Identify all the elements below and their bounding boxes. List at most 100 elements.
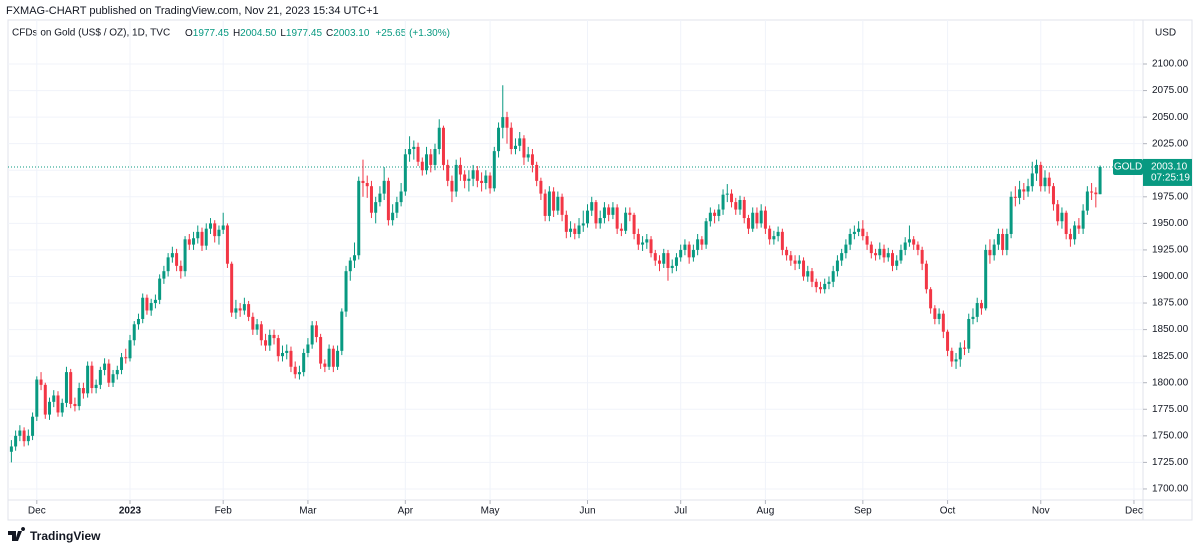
candle-body [446, 164, 450, 181]
candle-body [564, 214, 568, 232]
candle-body [844, 244, 848, 254]
legend-key: L [280, 28, 286, 39]
legend-key: O [185, 28, 193, 39]
candle-body [336, 350, 340, 367]
candle-body [158, 278, 162, 300]
x-tick-label: Jul [674, 506, 687, 517]
candle-body [408, 148, 412, 155]
candle-body [1060, 212, 1064, 222]
candle-body [136, 318, 140, 325]
candle-body [196, 231, 200, 239]
candle-body [310, 325, 314, 345]
legend-change: +25.65 (+1.30%) [375, 28, 450, 39]
candle-body [463, 174, 467, 181]
candle-body [471, 170, 475, 179]
legend-key: H [233, 28, 240, 39]
price-tag-box [1143, 158, 1192, 186]
candle-body [687, 244, 691, 258]
candle-body [988, 249, 992, 256]
candle-body [903, 242, 907, 250]
candle-body [785, 249, 789, 256]
candle-body [526, 154, 530, 158]
candle-body [899, 249, 903, 261]
candle-body [98, 369, 102, 385]
y-tick-label: 1750.00 [1152, 430, 1189, 441]
candle-body [484, 175, 488, 183]
candle-body [217, 229, 221, 237]
candle-body [412, 146, 416, 149]
candle-body [848, 233, 852, 245]
candle-body [475, 170, 479, 181]
candle-body [391, 212, 395, 221]
candle-body [569, 228, 573, 232]
candle-body [1030, 173, 1034, 187]
candle-body [399, 191, 403, 203]
candle-body [433, 148, 437, 165]
candle-body [611, 207, 615, 215]
candle-body [916, 244, 920, 250]
candle-body [950, 350, 954, 362]
candle-body [454, 164, 458, 192]
candle-body [175, 253, 179, 266]
y-tick-label: 1950.00 [1152, 218, 1189, 229]
tradingview-logo [8, 527, 26, 541]
candle-body [327, 348, 331, 367]
candle-body [746, 218, 750, 229]
candle-body [170, 253, 174, 258]
candle-body [124, 357, 128, 359]
candle-body [518, 138, 522, 146]
candle-body [149, 303, 153, 311]
x-tick-label: Sep [854, 506, 872, 517]
candle-body [94, 384, 98, 389]
candle-body [619, 228, 623, 231]
candle-body [378, 193, 382, 203]
candle-body [700, 239, 704, 245]
candle-body [179, 265, 183, 272]
candle-body [869, 244, 873, 254]
candle-body [145, 297, 149, 311]
candle-body [971, 316, 975, 319]
candle-body [69, 372, 73, 404]
candle-body [725, 193, 729, 195]
candle-body [18, 430, 22, 436]
candle-body [1047, 177, 1051, 187]
candle-body [645, 239, 649, 243]
candle-body [797, 260, 801, 264]
candle-body [73, 403, 77, 407]
x-tick-label: Aug [757, 506, 775, 517]
candle-body [636, 233, 640, 245]
candle-body [984, 249, 988, 309]
legend-key: C [326, 28, 333, 39]
candle-body [509, 127, 513, 149]
candle-body [251, 316, 255, 330]
candle-body [890, 253, 894, 266]
candle-body [713, 212, 717, 216]
candle-body [738, 199, 742, 210]
candle-body [598, 218, 602, 224]
candle-body [111, 374, 115, 383]
candle-body [323, 363, 327, 367]
candle-body [810, 271, 814, 282]
candle-body [649, 239, 653, 254]
candle-body [827, 281, 831, 284]
candle-body [56, 395, 60, 413]
candle-body [776, 231, 780, 237]
candle-body [365, 182, 369, 187]
candle-body [992, 244, 996, 256]
candle-body [183, 239, 187, 272]
candle-body [789, 255, 793, 261]
candle-body [1026, 186, 1030, 192]
candle-body [128, 340, 132, 359]
candle-body [552, 191, 556, 211]
candle-body [374, 202, 378, 213]
candle-body [818, 287, 822, 290]
candle-body [505, 117, 509, 128]
candle-body [120, 357, 124, 370]
candle-body [831, 271, 835, 282]
x-tick-label: Oct [940, 506, 956, 517]
candle-body [416, 146, 420, 162]
x-tick-label: Apr [398, 506, 414, 517]
candle-body [369, 186, 373, 213]
candle-body [153, 299, 157, 304]
candle-body [259, 324, 263, 341]
